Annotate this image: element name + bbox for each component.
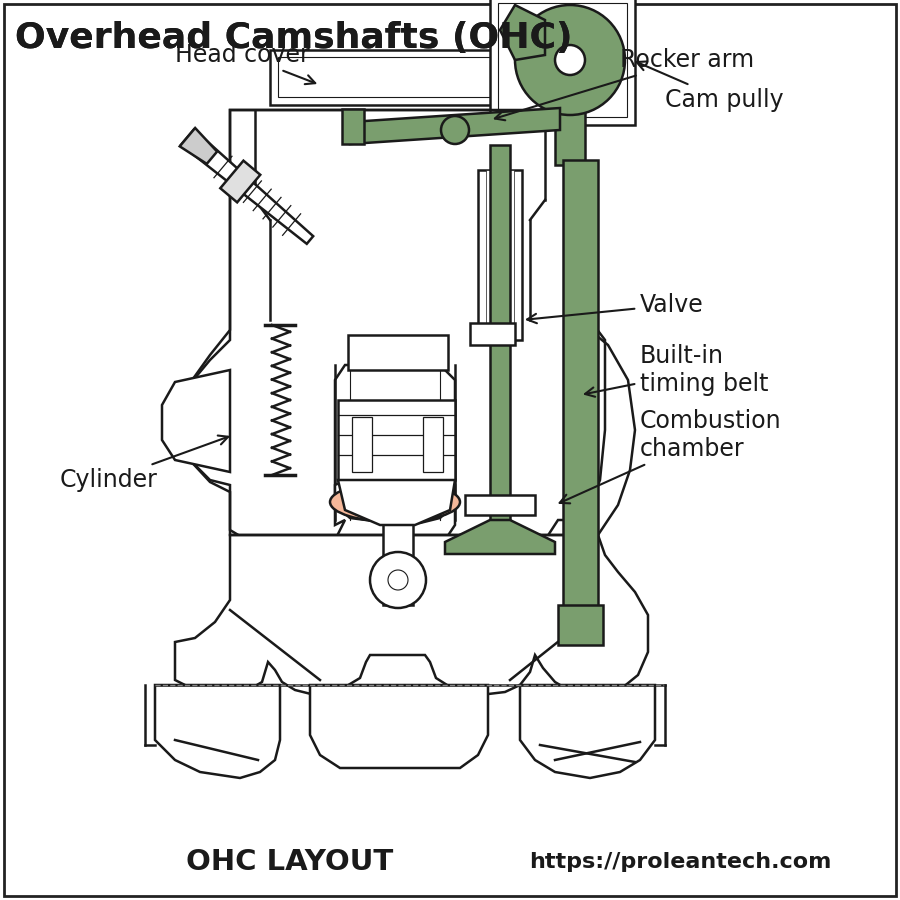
Text: Cylinder: Cylinder	[60, 436, 229, 492]
Bar	[352, 417, 372, 472]
Bar	[486, 170, 514, 340]
Bar	[270, 50, 570, 105]
Polygon shape	[181, 130, 313, 244]
Bar	[490, 145, 510, 520]
Polygon shape	[155, 685, 280, 778]
Text: Overhead Camshafts (OHC): Overhead Camshafts (OHC)	[15, 21, 572, 55]
Circle shape	[515, 5, 625, 115]
Text: Head cover: Head cover	[175, 43, 315, 85]
Bar	[278, 57, 562, 97]
Polygon shape	[180, 128, 217, 164]
Circle shape	[441, 116, 469, 144]
Polygon shape	[445, 520, 555, 554]
Circle shape	[555, 45, 585, 75]
Polygon shape	[350, 108, 560, 144]
Polygon shape	[178, 110, 605, 555]
Text: OHC LAYOUT: OHC LAYOUT	[186, 848, 393, 876]
Bar	[342, 109, 364, 144]
Text: Rocker arm: Rocker arm	[495, 48, 754, 121]
Bar	[563, 160, 598, 610]
Polygon shape	[162, 370, 230, 472]
Bar	[465, 495, 535, 515]
Ellipse shape	[330, 482, 460, 522]
Bar	[338, 400, 455, 480]
Bar	[498, 3, 627, 117]
Circle shape	[388, 570, 408, 590]
Bar	[470, 323, 515, 345]
Bar	[383, 515, 413, 605]
Text: Valve: Valve	[527, 293, 704, 323]
Polygon shape	[500, 5, 545, 60]
Text: Overhead Camshafts (OHC): Overhead Camshafts (OHC)	[15, 21, 572, 55]
Polygon shape	[520, 685, 655, 778]
Bar	[423, 417, 443, 472]
Text: https://proleantech.com: https://proleantech.com	[529, 852, 832, 872]
Text: Combustion
chamber: Combustion chamber	[560, 410, 781, 503]
Text: Built-in
timing belt: Built-in timing belt	[585, 344, 769, 397]
Polygon shape	[335, 475, 455, 523]
Bar	[555, 85, 585, 165]
Bar	[348, 335, 448, 370]
Text: Cam pully: Cam pully	[636, 61, 784, 112]
Polygon shape	[310, 685, 488, 768]
Polygon shape	[338, 480, 455, 525]
Polygon shape	[175, 535, 648, 695]
Bar	[558, 605, 603, 645]
Bar	[478, 170, 522, 340]
Circle shape	[370, 552, 426, 608]
Bar	[490, 0, 635, 125]
Polygon shape	[220, 160, 260, 202]
